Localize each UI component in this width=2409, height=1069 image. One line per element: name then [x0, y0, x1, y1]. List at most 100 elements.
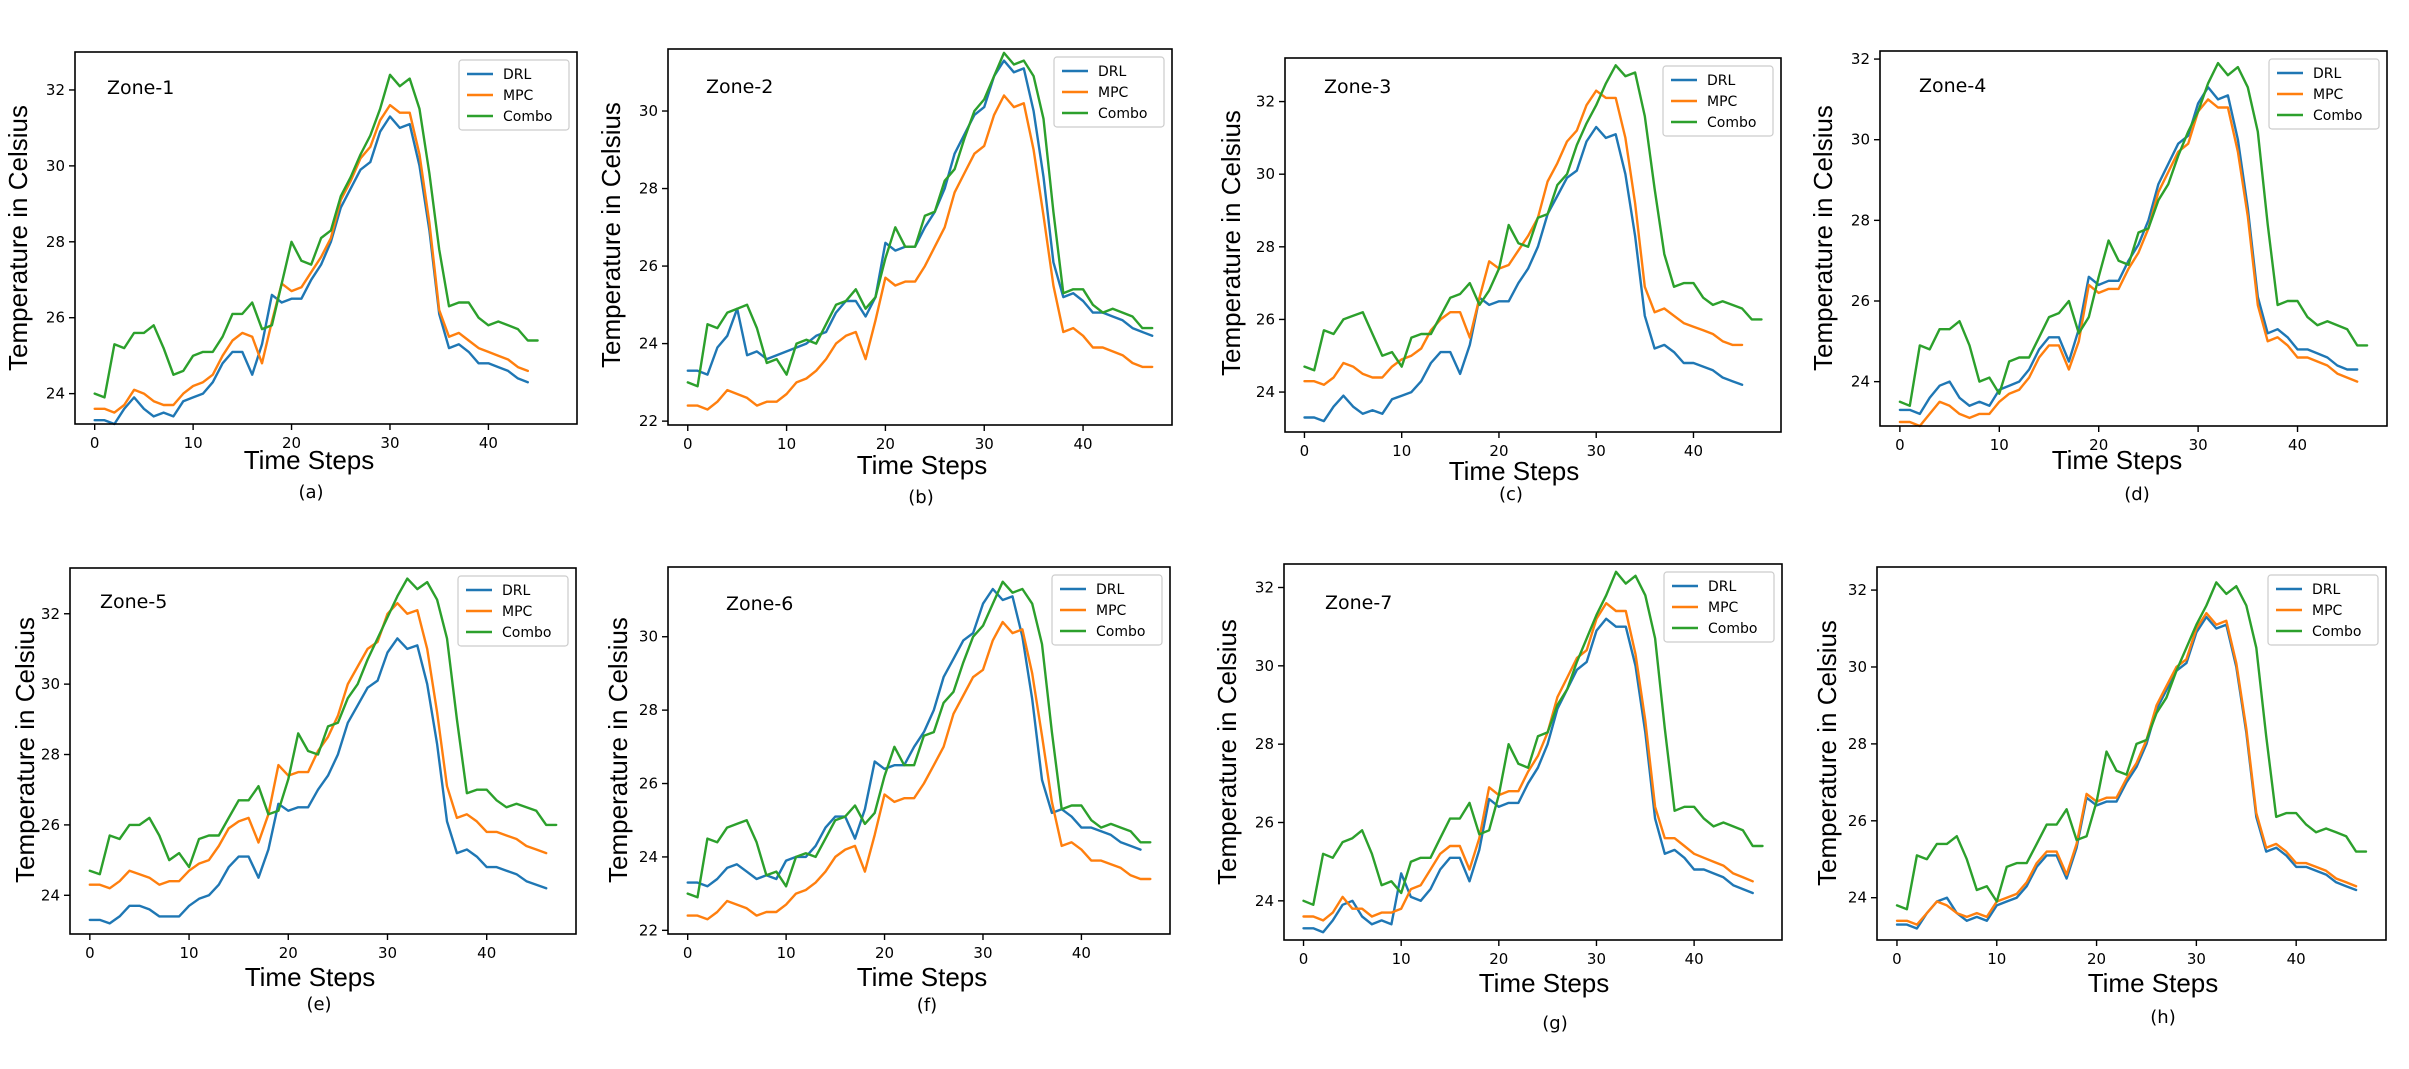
- x-axis-label: Time Steps: [1479, 968, 1610, 998]
- panel-caption: (g): [1542, 1013, 1567, 1034]
- zone-title: Zone-5: [100, 591, 167, 613]
- series-line-combo: [88, 577, 558, 876]
- x-tick-label: 40: [2287, 950, 2306, 968]
- y-tick-label: 24: [639, 335, 658, 353]
- y-tick-label: 28: [639, 180, 658, 198]
- y-tick-label: 28: [41, 746, 60, 764]
- x-tick-label: 20: [1489, 442, 1508, 460]
- series-line-mpc: [1898, 98, 2359, 428]
- x-tick-label: 0: [683, 435, 693, 453]
- zone-title: Zone-3: [1324, 76, 1391, 98]
- legend-label-combo: Combo: [1708, 621, 1757, 637]
- axes-frame: [1876, 566, 2387, 941]
- y-tick-label: 26: [1255, 814, 1274, 832]
- x-tick-label: 30: [973, 944, 992, 962]
- y-tick-label: 24: [46, 385, 65, 403]
- y-tick-label: 30: [1256, 165, 1275, 183]
- zone-title: Zone-1: [107, 77, 174, 99]
- y-tick-label: 26: [639, 775, 658, 793]
- y-tick-label: 28: [1255, 735, 1274, 753]
- y-axis-label: Temperature in Celsius: [1808, 105, 1838, 371]
- y-tick-label: 28: [639, 701, 658, 719]
- legend-label-combo: Combo: [2313, 108, 2362, 124]
- series-line-combo: [686, 51, 1154, 388]
- legend-label-mpc: MPC: [2312, 603, 2343, 619]
- legend-label-mpc: MPC: [1098, 85, 1129, 101]
- y-tick-label: 26: [1256, 310, 1275, 328]
- x-tick-label: 0: [90, 434, 100, 452]
- series-line-combo: [1303, 64, 1763, 372]
- legend-label-mpc: MPC: [2313, 87, 2344, 103]
- y-tick-label: 26: [41, 816, 60, 834]
- series-line-combo: [93, 73, 539, 399]
- x-axis-label: Time Steps: [245, 962, 376, 992]
- panel-caption: (c): [1499, 484, 1523, 505]
- y-tick-label: 24: [1848, 889, 1867, 907]
- chart-panel-8: 0 10 20 30 40 24 26 28 30 32 DRL MPC Combo Time Steps…: [1812, 566, 2387, 1028]
- chart-panel-2: 0 10 20 30 40 22 24 26 28 30 Zone-2 DRL MPC Combo Time…: [596, 48, 1173, 508]
- legend-label-mpc: MPC: [1708, 600, 1739, 616]
- y-tick-label: 26: [639, 257, 658, 275]
- x-axis-label: Time Steps: [857, 962, 988, 992]
- y-tick-label: 24: [1851, 373, 1870, 391]
- x-tick-label: 30: [1587, 442, 1606, 460]
- x-tick-label: 30: [2189, 436, 2208, 454]
- chart-panel-4: 0 10 20 30 40 24 26 28 30 32 Zone-4 DRL MPC Combo Time…: [1808, 50, 2388, 505]
- legend: DRL MPC Combo: [1051, 574, 1163, 646]
- y-tick-label: 32: [1848, 581, 1867, 599]
- x-axis-label: Time Steps: [2088, 968, 2219, 998]
- y-axis-label: Temperature in Celsius: [596, 102, 626, 368]
- legend-box: [1663, 571, 1775, 643]
- y-tick-label: 30: [1851, 131, 1870, 149]
- legend-label-drl: DRL: [2313, 66, 2342, 82]
- legend-box: [2267, 574, 2379, 646]
- x-tick-label: 30: [378, 944, 397, 962]
- series-line-drl: [1898, 86, 2359, 416]
- x-tick-label: 30: [975, 435, 994, 453]
- series-line-mpc: [1302, 602, 1754, 922]
- axes-frame: [667, 48, 1173, 426]
- legend: DRL MPC Combo: [1053, 56, 1165, 128]
- y-tick-label: 32: [46, 81, 65, 99]
- x-axis-label: Time Steps: [1449, 456, 1580, 486]
- legend: DRL MPC Combo: [1663, 571, 1775, 643]
- y-tick-label: 24: [1256, 383, 1275, 401]
- x-tick-label: 20: [282, 434, 301, 452]
- x-tick-label: 10: [1392, 442, 1411, 460]
- x-tick-label: 30: [2187, 950, 2206, 968]
- x-tick-label: 40: [479, 434, 498, 452]
- legend-label-combo: Combo: [502, 625, 551, 641]
- x-tick-label: 40: [1684, 442, 1703, 460]
- y-tick-label: 30: [639, 102, 658, 120]
- legend-label-combo: Combo: [1098, 106, 1147, 122]
- x-tick-label: 20: [1489, 950, 1508, 968]
- y-tick-label: 30: [1848, 658, 1867, 676]
- legend-label-mpc: MPC: [502, 604, 533, 620]
- x-tick-label: 0: [1895, 436, 1905, 454]
- legend: DRL MPC Combo: [457, 575, 569, 647]
- chart-panel-6: 0 10 20 30 40 22 24 26 28 30 Zone-6 DRL MPC Combo Time…: [603, 566, 1171, 1016]
- legend: DRL MPC Combo: [1662, 65, 1774, 137]
- panel-caption: (e): [306, 994, 331, 1015]
- x-tick-label: 10: [1990, 436, 2009, 454]
- panel-caption: (d): [2124, 484, 2149, 505]
- legend-label-combo: Combo: [1707, 115, 1756, 131]
- x-tick-label: 10: [1392, 950, 1411, 968]
- axes-frame: [1283, 563, 1783, 941]
- y-axis-label: Temperature in Celsius: [3, 105, 33, 371]
- series-line-drl: [88, 637, 548, 925]
- legend-label-drl: DRL: [1096, 582, 1125, 598]
- legend-label-mpc: MPC: [1096, 603, 1127, 619]
- series-line-mpc: [1895, 611, 2358, 926]
- y-axis-label: Temperature in Celsius: [1212, 619, 1242, 885]
- series-line-drl: [686, 587, 1142, 888]
- panel-caption: (f): [917, 995, 937, 1016]
- legend-label-mpc: MPC: [503, 88, 534, 104]
- y-tick-label: 22: [639, 921, 658, 939]
- legend-box: [2268, 58, 2380, 130]
- x-tick-label: 20: [876, 435, 895, 453]
- axes-frame: [1284, 57, 1782, 433]
- x-tick-label: 20: [279, 944, 298, 962]
- y-tick-label: 22: [639, 412, 658, 430]
